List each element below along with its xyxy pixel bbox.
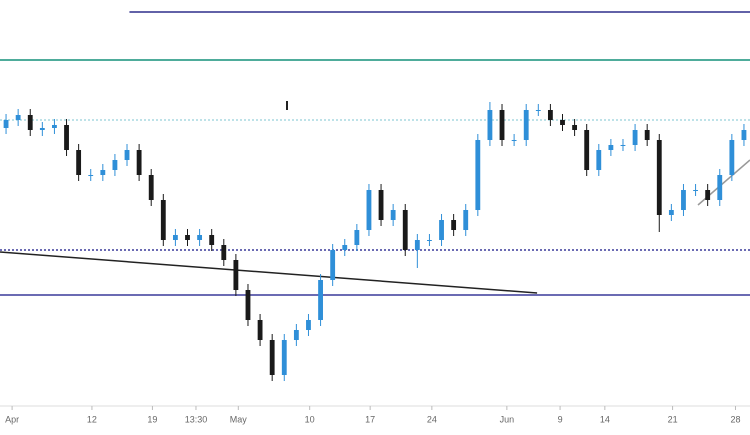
x-tick-label: 12 <box>87 414 97 424</box>
candle-body <box>64 125 69 150</box>
candle-body <box>136 150 142 175</box>
candle-body <box>76 150 82 175</box>
candle-body <box>535 110 541 111</box>
candle-body <box>584 130 590 170</box>
x-tick-label: Apr <box>5 414 19 424</box>
candle-body <box>511 140 517 141</box>
candle-body <box>52 125 57 128</box>
candle-body <box>233 260 239 290</box>
candle-body <box>390 210 396 220</box>
candle-body <box>378 190 384 220</box>
candle-body <box>27 115 33 130</box>
candle-body <box>3 120 9 128</box>
candle-body <box>729 140 735 175</box>
x-tick-label: May <box>230 414 248 424</box>
x-tick-label: 9 <box>558 414 563 424</box>
candle-body <box>100 170 106 175</box>
candle-body <box>245 290 251 320</box>
candle-body <box>185 235 190 240</box>
candle-body <box>693 190 698 191</box>
x-tick-label: 10 <box>305 414 315 424</box>
x-tick-label: 17 <box>365 414 375 424</box>
candle-body <box>148 175 154 200</box>
candle-body <box>644 130 650 140</box>
candle-body <box>499 110 505 140</box>
candle-body <box>705 190 711 200</box>
candle-body <box>487 110 493 140</box>
candle-body <box>209 235 215 245</box>
candle-body <box>668 210 674 215</box>
candle-body <box>257 320 263 340</box>
candle-body <box>197 235 203 240</box>
candle-body <box>318 280 323 320</box>
candle-body <box>560 120 565 125</box>
candle-body <box>656 140 662 215</box>
x-tick-label: 21 <box>668 414 678 424</box>
x-tick-label: 28 <box>730 414 740 424</box>
candle-body <box>112 160 118 170</box>
candle-body <box>717 175 723 200</box>
candle-body <box>88 175 94 176</box>
candle-body <box>124 150 130 160</box>
candle-body <box>439 220 444 240</box>
candle-body <box>221 245 227 260</box>
x-tick-label: 13:30 <box>185 414 208 424</box>
candle-body <box>451 220 457 230</box>
candle-body <box>366 190 372 230</box>
candle-body <box>306 320 311 330</box>
candle-body <box>269 340 275 375</box>
candle-body <box>572 125 578 130</box>
candle-body <box>39 128 45 130</box>
x-tick-label: 14 <box>600 414 610 424</box>
candle-body <box>463 210 469 230</box>
candle-body <box>354 230 360 245</box>
candle-body <box>523 110 529 140</box>
candle-body <box>608 145 614 150</box>
level-line <box>0 251 538 294</box>
candle-body <box>281 340 287 375</box>
candle-body <box>414 240 420 250</box>
x-tick-label: Jun <box>500 414 515 424</box>
candle-body <box>330 250 336 280</box>
candle-body <box>547 110 553 120</box>
candle-body <box>681 190 686 210</box>
candle-body <box>15 115 21 120</box>
candle-body <box>475 140 481 210</box>
candle-body <box>427 240 432 241</box>
candle-body <box>293 330 299 340</box>
candle-body <box>632 130 638 145</box>
candle-body <box>620 145 626 146</box>
candle-body <box>402 210 408 250</box>
candle-body <box>596 150 602 170</box>
candle-body <box>741 130 747 140</box>
candle-body <box>342 245 348 250</box>
x-tick-label: 24 <box>427 414 437 424</box>
x-tick-label: 19 <box>147 414 157 424</box>
candle-body <box>172 235 178 240</box>
candle-body <box>160 200 166 240</box>
